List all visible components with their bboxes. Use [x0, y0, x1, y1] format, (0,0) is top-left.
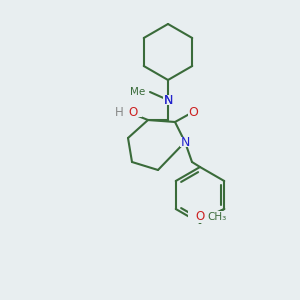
Text: H: H	[115, 106, 124, 118]
Text: Me: Me	[130, 87, 145, 97]
FancyBboxPatch shape	[180, 137, 190, 147]
Text: O: O	[128, 106, 137, 118]
Text: N: N	[163, 94, 173, 106]
Text: N: N	[163, 94, 173, 106]
FancyBboxPatch shape	[188, 107, 198, 117]
FancyBboxPatch shape	[163, 95, 173, 105]
Text: O: O	[188, 106, 198, 118]
FancyBboxPatch shape	[188, 211, 224, 223]
Text: N: N	[180, 136, 190, 148]
Text: CH₃: CH₃	[207, 212, 226, 222]
Text: O: O	[195, 211, 204, 224]
FancyBboxPatch shape	[114, 107, 142, 117]
